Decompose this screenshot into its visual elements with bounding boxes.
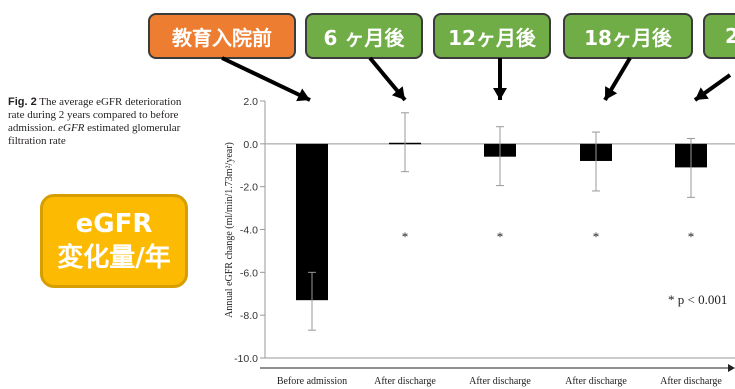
timeline-box-1: 6 ヶ月後 bbox=[305, 13, 423, 59]
timeline-arrowhead bbox=[695, 87, 709, 100]
y-axis-label: Annual eGFR change (ml/min/1.73m²/year) bbox=[224, 142, 235, 318]
significance-marker: * bbox=[593, 229, 600, 244]
time-axis-arrowhead bbox=[728, 364, 735, 372]
timeline-arrowhead bbox=[391, 86, 405, 100]
y-tick-label: -10.0 bbox=[234, 353, 258, 365]
y-tick-label: 2.0 bbox=[243, 96, 258, 108]
x-category-label: After discharge bbox=[469, 376, 531, 387]
timeline-arrow bbox=[221, 56, 311, 102]
figure-caption: Fig. 2 The average eGFR deterioration ra… bbox=[8, 96, 200, 148]
x-category-label: Before admission bbox=[277, 376, 347, 387]
significance-marker: * bbox=[688, 229, 695, 244]
y-tick-label: -6.0 bbox=[240, 267, 258, 279]
badge-line-1: eGFR bbox=[75, 209, 153, 239]
timeline-arrowhead bbox=[296, 88, 310, 102]
timeline-arrowhead bbox=[605, 86, 618, 100]
timeline-box-0: 教育入院前 bbox=[148, 13, 296, 59]
figure-number: Fig. 2 bbox=[8, 96, 37, 108]
y-tick-label: -4.0 bbox=[240, 225, 258, 237]
timeline-arrowhead bbox=[493, 88, 507, 100]
significance-marker: * bbox=[402, 229, 409, 244]
timeline-box-2: 12ヶ月後 bbox=[433, 13, 551, 59]
p-value-note: * p < 0.001 bbox=[668, 292, 727, 307]
caption-abbr: eGFR bbox=[58, 122, 85, 134]
timeline-box-3: 18ヶ月後 bbox=[563, 13, 693, 59]
x-category-label: After discharge bbox=[565, 376, 627, 387]
significance-marker: * bbox=[497, 229, 504, 244]
caption-text: The average eGFR deterioration rate duri… bbox=[8, 96, 182, 134]
y-tick-label: 0.0 bbox=[243, 139, 258, 151]
timeline-box-4: 24 bbox=[703, 13, 735, 59]
x-category-label: After discharge bbox=[374, 376, 436, 387]
y-tick-label: -8.0 bbox=[240, 310, 258, 322]
y-tick-label: -2.0 bbox=[240, 182, 258, 194]
caption-abbr-def: estimated glomerular filtration rate bbox=[8, 122, 181, 147]
badge-line-2: 変化量/年 bbox=[57, 243, 171, 273]
x-category-label: After discharge bbox=[660, 376, 722, 387]
egfr-badge: eGFR 変化量/年 bbox=[40, 194, 188, 288]
